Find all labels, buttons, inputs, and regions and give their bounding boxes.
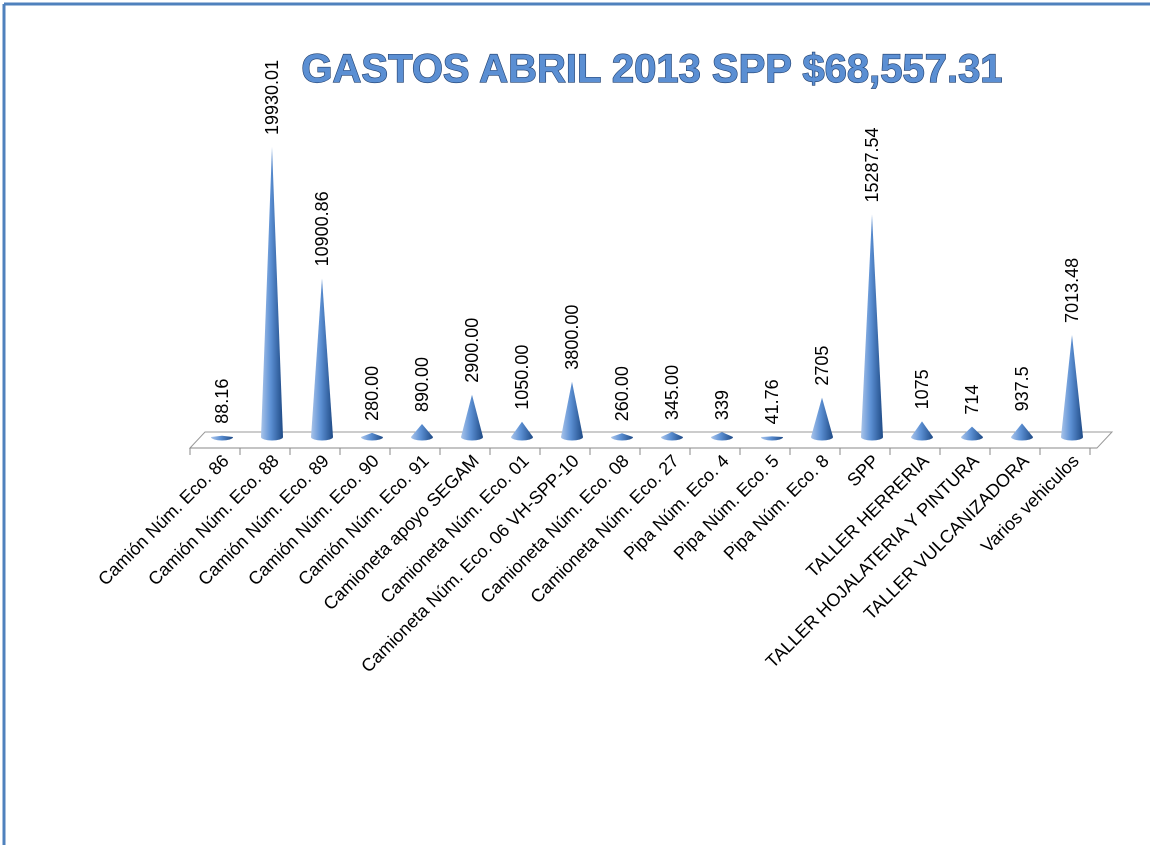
value-label: 280.00 <box>362 366 382 421</box>
chart-title: GASTOS ABRIL 2013 SPP $68,557.31 <box>301 47 1002 91</box>
cone <box>711 432 733 441</box>
value-label: 714 <box>962 385 982 415</box>
value-label: 1075 <box>912 369 932 409</box>
value-label: 2705 <box>812 346 832 386</box>
value-label: 937.5 <box>1012 366 1032 411</box>
cone <box>811 397 833 441</box>
value-label: 2900.00 <box>462 318 482 383</box>
cone <box>861 214 883 441</box>
cone <box>511 421 533 441</box>
cone <box>661 431 683 441</box>
cone <box>411 424 433 441</box>
value-label: 345.00 <box>662 365 682 420</box>
cone <box>611 433 633 441</box>
value-label: 41.76 <box>762 379 782 424</box>
cone <box>961 426 983 441</box>
cone <box>911 421 933 441</box>
value-label: 260.00 <box>612 366 632 421</box>
cone <box>561 381 583 441</box>
cone <box>1011 423 1033 441</box>
value-label: 19930.01 <box>262 60 282 135</box>
cone <box>211 435 233 441</box>
cone <box>311 278 333 441</box>
value-label: 1050.00 <box>512 345 532 410</box>
value-label: 15287.54 <box>862 127 882 202</box>
value-label: 339 <box>712 390 732 420</box>
x-tick-label: SPP <box>843 451 883 491</box>
cone <box>361 432 383 441</box>
cone <box>1061 334 1083 441</box>
value-label: 10900.86 <box>312 191 332 266</box>
cone <box>761 436 784 441</box>
value-label: 3800.00 <box>562 305 582 370</box>
cone <box>261 147 283 441</box>
value-label: 890.00 <box>412 357 432 412</box>
value-label: 7013.48 <box>1062 258 1082 323</box>
value-label: 88.16 <box>212 379 232 424</box>
cone <box>461 394 483 441</box>
